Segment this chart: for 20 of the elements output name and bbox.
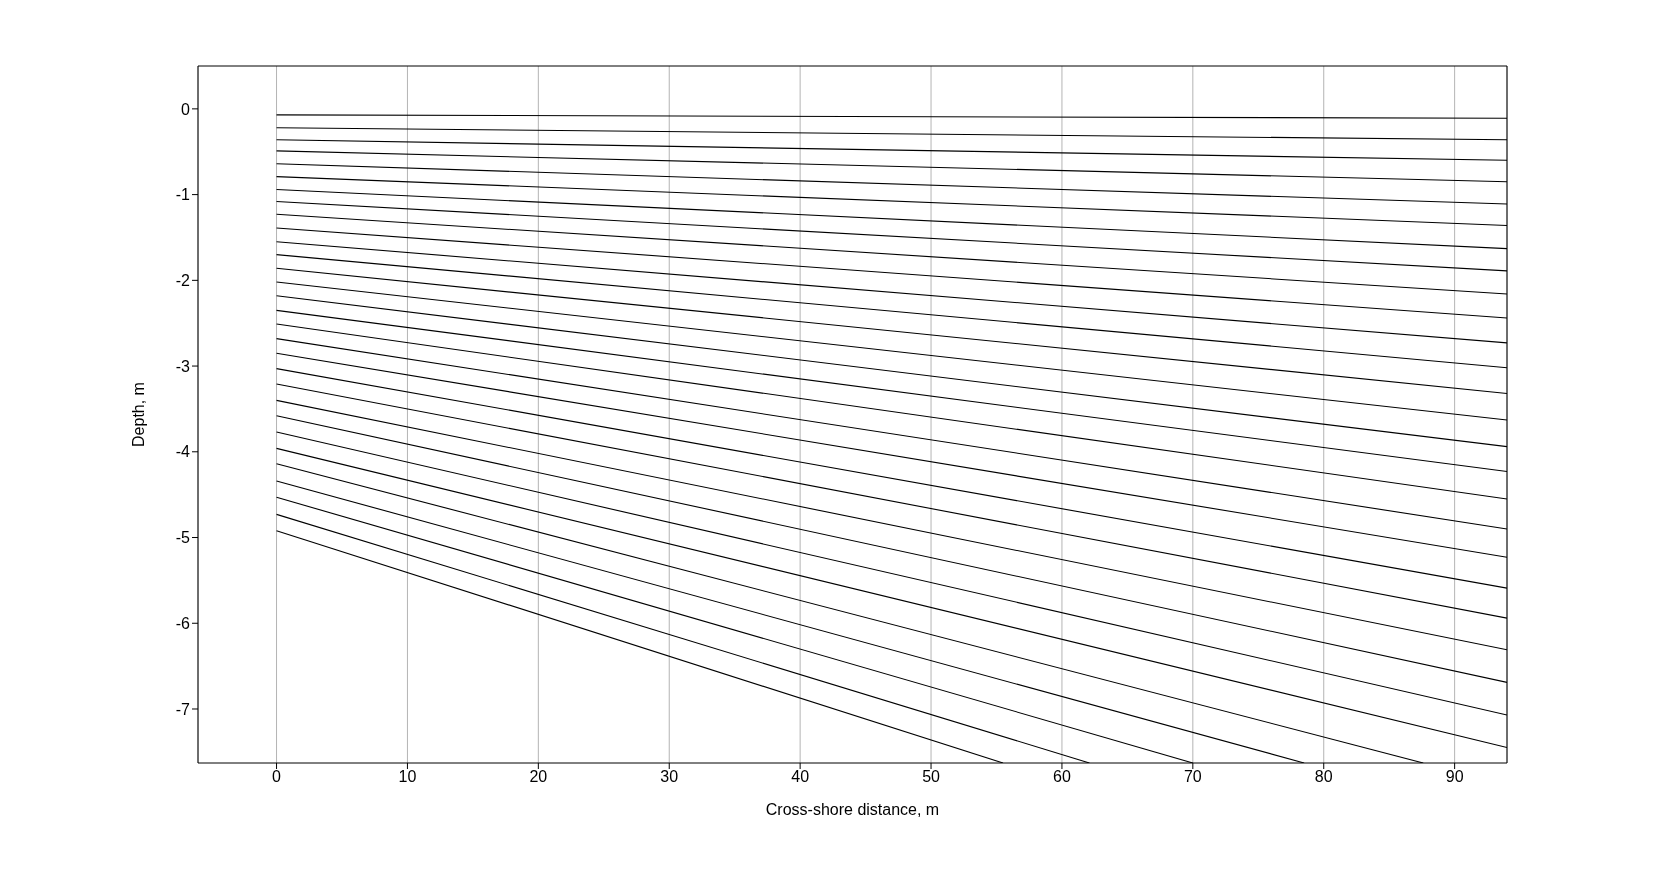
y-tick-label: -2 <box>175 272 191 290</box>
x-tick-label: 70 <box>1183 768 1202 786</box>
y-tick-label: 0 <box>181 100 191 118</box>
y-axis-title: Depth, m <box>129 382 147 447</box>
x-tick-label: 40 <box>791 768 810 786</box>
x-axis-title: Cross-shore distance, m <box>765 801 940 818</box>
x-tick-label: 20 <box>529 768 548 786</box>
y-tick-label: -4 <box>175 443 191 461</box>
y-tick-label: -5 <box>175 529 191 547</box>
x-tick-label: 10 <box>398 768 417 786</box>
x-tick-label: 90 <box>1445 768 1464 786</box>
x-tick-label: 30 <box>660 768 679 786</box>
y-tick-label: -7 <box>175 700 191 718</box>
x-tick-label: 60 <box>1053 768 1071 786</box>
x-tick-label: 50 <box>922 768 941 786</box>
x-tick-label: 0 <box>272 768 282 786</box>
y-tick-label: -3 <box>175 357 191 375</box>
y-tick-label: -6 <box>175 614 191 632</box>
y-tick-label: -1 <box>175 186 191 204</box>
x-tick-label: 80 <box>1314 768 1333 786</box>
